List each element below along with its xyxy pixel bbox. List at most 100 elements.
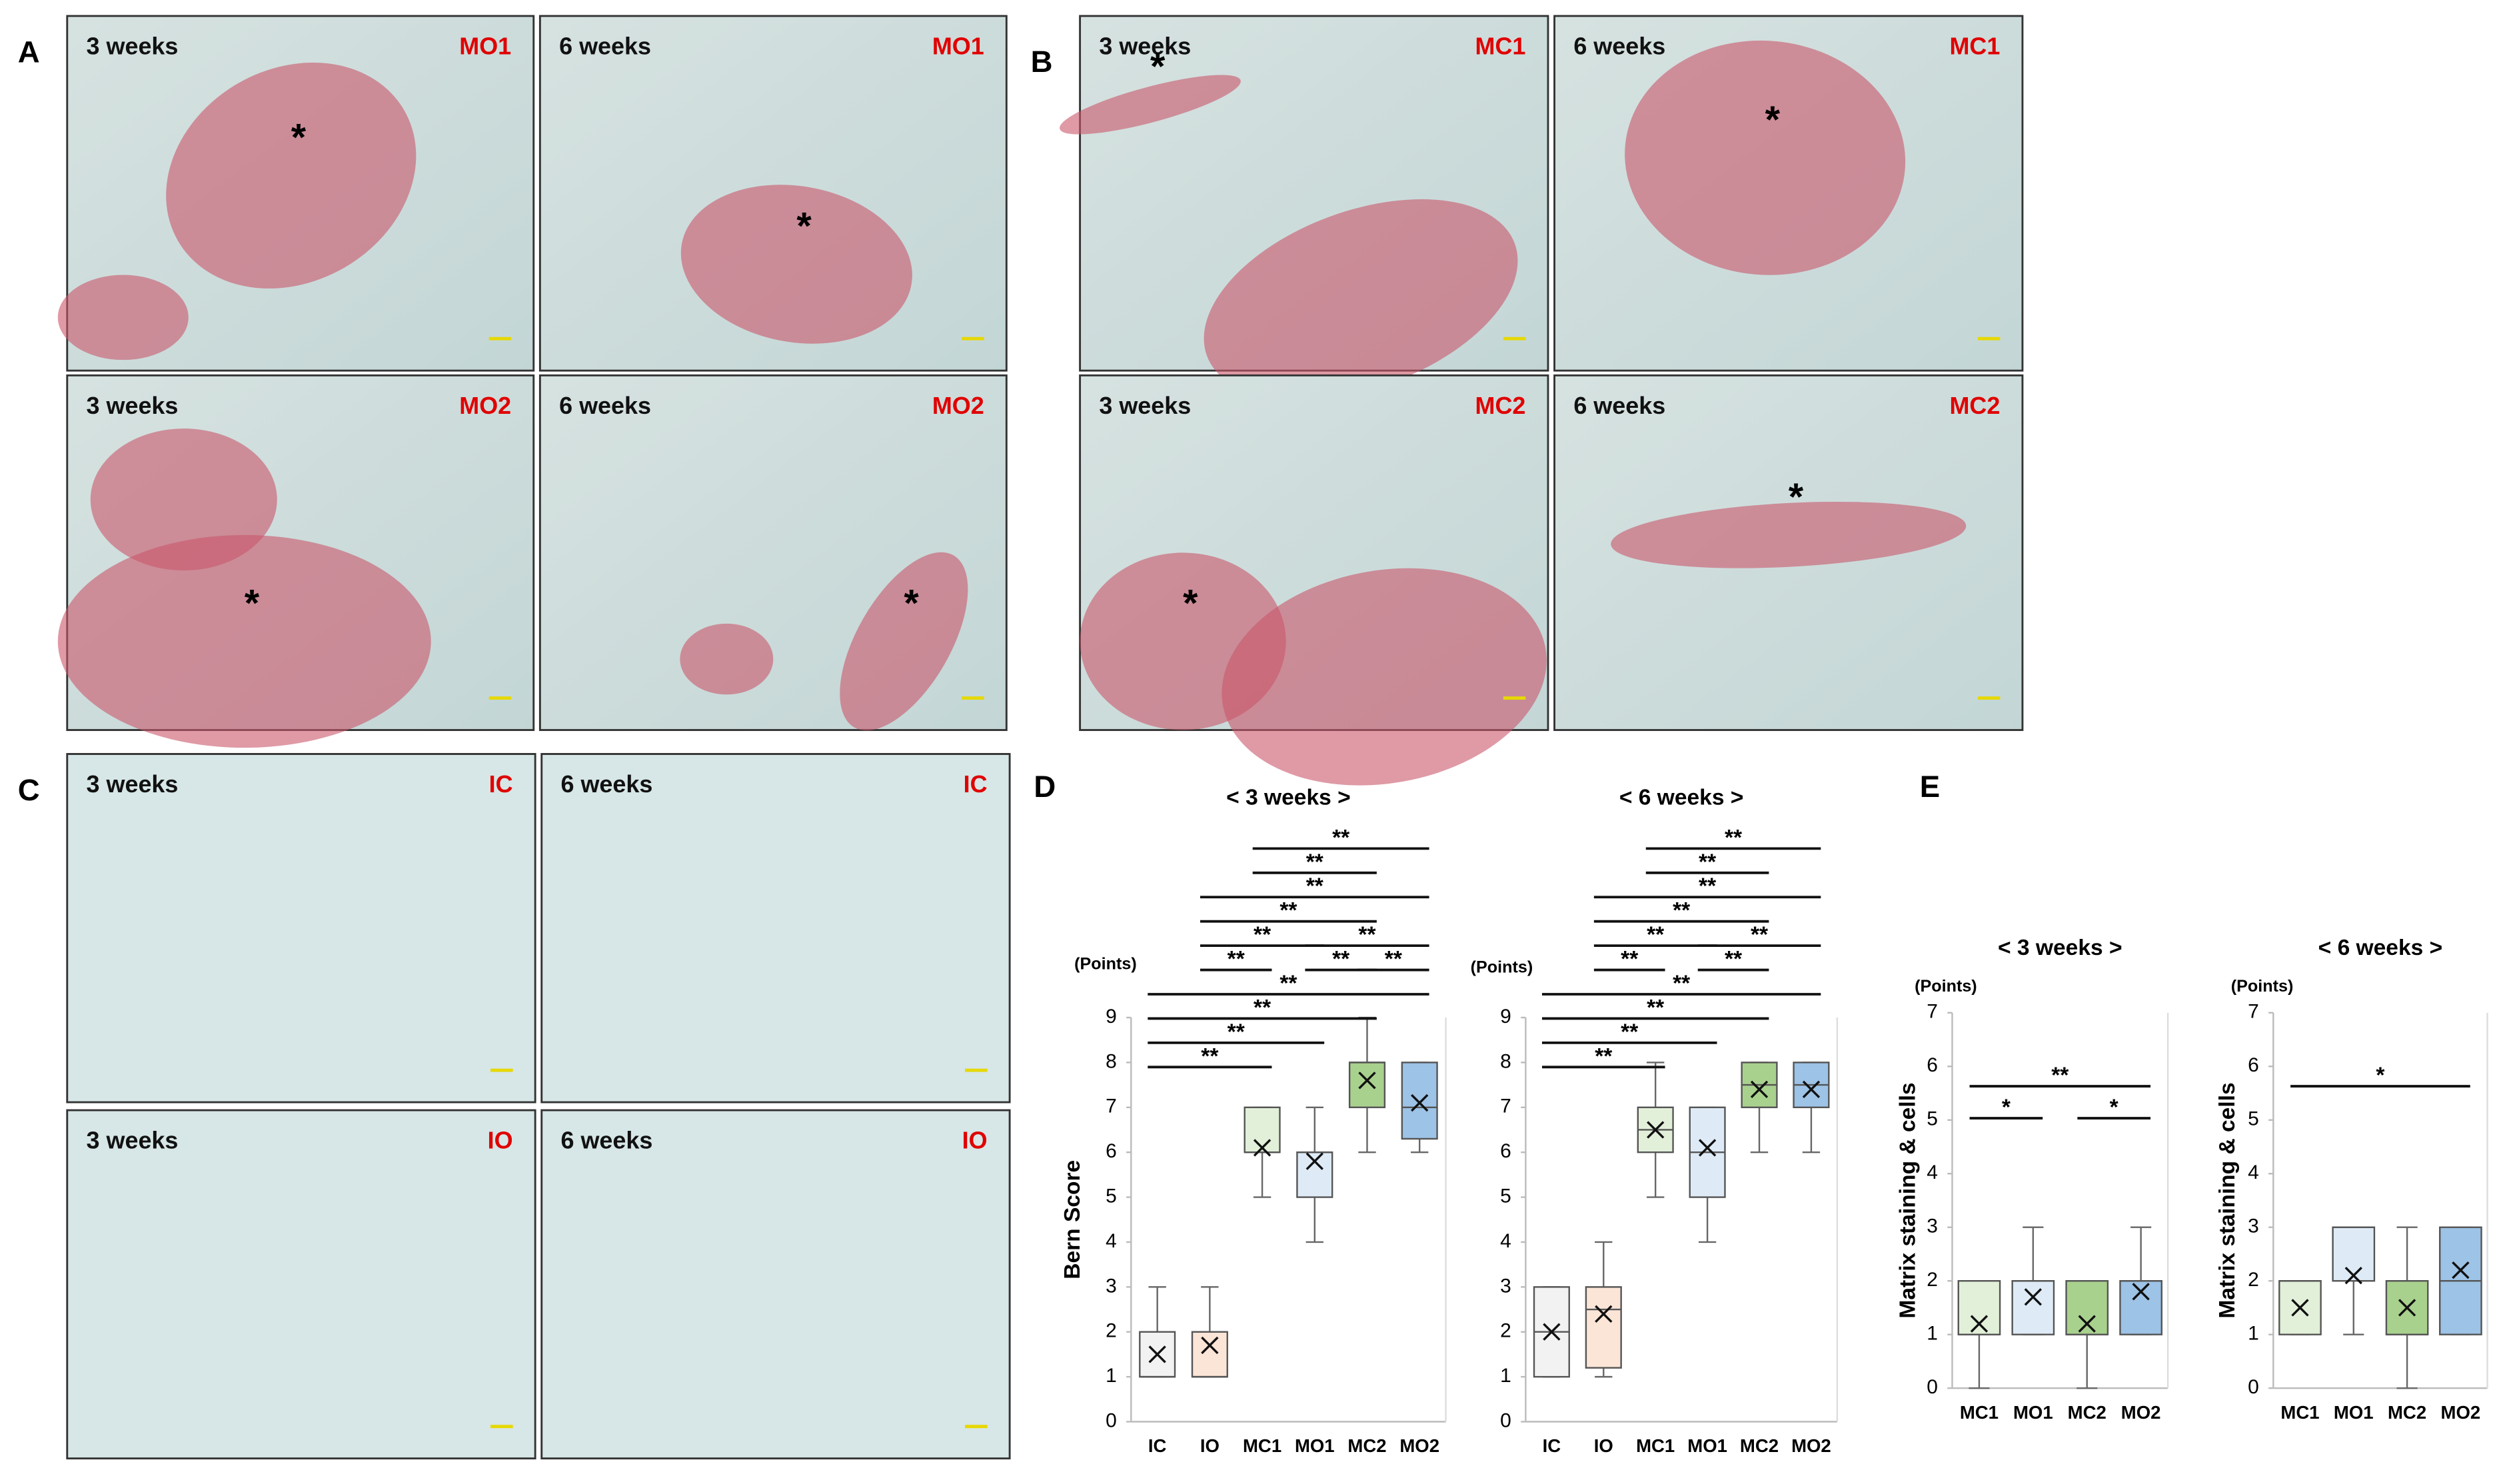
marker: * [245,582,260,624]
y-axis-label: Matrix staining & cells [1896,1082,1921,1318]
significance-label: ** [1201,1044,1219,1069]
y-tick-label: 6 [2248,1054,2259,1076]
stained-region [90,428,277,571]
stained-region [680,185,912,344]
mean-marker [2024,1288,2043,1306]
mean-marker [1201,1336,1219,1355]
significance-label: ** [1385,947,1403,972]
histology-image [66,753,536,1104]
box [2332,1226,2376,1282]
significance-label: ** [1699,874,1717,899]
x-tick-label: MC1 [1636,1435,1675,1456]
x-tick-label: MO2 [1399,1435,1439,1456]
y-tick-label: 3 [1106,1275,1117,1297]
y-tick-label: 5 [2248,1108,2259,1130]
y-tick-label: 4 [1927,1161,1938,1183]
mean-marker [1543,1323,1561,1341]
y-tick-label: 7 [1927,1001,1938,1023]
significance-label: ** [1228,947,1246,972]
x-tick-label: MC2 [1740,1435,1779,1456]
significance-label: ** [1647,923,1665,948]
mean-marker [2344,1266,2362,1285]
group-label: IO [962,1126,988,1153]
box [1585,1286,1622,1369]
significance-label: ** [1253,996,1271,1020]
significance-label: ** [1621,1020,1639,1044]
x-tick-label: MO2 [1791,1435,1831,1456]
time-label: 6 weeks [561,770,653,798]
mean-marker [2078,1315,2096,1333]
mean-marker [1750,1080,1769,1099]
significance-label: ** [1279,898,1297,923]
stained-region [166,62,417,289]
mean-marker [2398,1299,2416,1317]
y-tick-label: 7 [1106,1096,1117,1117]
x-tick-label: MO1 [2013,1402,2053,1423]
group-label: MO2 [459,392,511,419]
y-unit: (Points) [1471,958,1533,976]
stained-region [1204,199,1518,400]
significance-label: ** [1699,850,1717,874]
significance-label: * [2002,1096,2011,1120]
y-tick-label: 2 [1927,1269,1938,1291]
marker: * [796,205,812,247]
y-tick-label: 7 [1500,1096,1511,1117]
mean-marker [1305,1152,1323,1170]
y-tick-label: 1 [1500,1365,1511,1387]
y-tick-label: 2 [1500,1320,1511,1342]
group-label: MC1 [1949,32,2000,59]
significance-label: ** [2051,1064,2069,1088]
mean-marker [2291,1299,2309,1317]
stained-region [57,534,431,748]
significance-label: * [2110,1096,2119,1120]
chart-title: < 3 weeks > [1226,785,1351,810]
mean-marker [1647,1121,1665,1139]
marker: * [1183,582,1198,624]
significance-label: * [2376,1064,2385,1088]
stained-region [840,552,968,731]
time-label: 3 weeks [87,392,179,419]
y-unit: (Points) [1915,977,1977,996]
chart-title: < 6 weeks > [1619,785,1744,810]
y-tick-label: 2 [1106,1320,1117,1342]
chart-title: < 3 weeks > [1998,936,2122,960]
significance-label: ** [1751,923,1769,948]
time-label: 3 weeks [87,32,179,59]
group-label: MO2 [932,392,984,419]
box [1957,1280,2001,1335]
x-tick-label: MC1 [1243,1435,1281,1456]
significance-label: ** [1332,947,1350,972]
y-tick-label: 4 [2248,1161,2259,1183]
x-tick-label: MO1 [1687,1435,1727,1456]
mean-marker [1970,1315,1989,1333]
x-tick-label: MC1 [1960,1402,1999,1423]
stained-region [1222,568,1547,786]
significance-label: ** [1673,971,1691,996]
stained-region [1060,75,1241,135]
panel-letter: B [1031,45,1053,79]
y-tick-label: 3 [2248,1215,2259,1237]
group-label: MC2 [1949,392,2000,419]
significance-label: ** [1725,947,1743,972]
group-label: MC1 [1475,32,1526,59]
x-tick-label: MO1 [2334,1402,2374,1423]
mean-marker [1411,1094,1429,1112]
y-tick-label: 1 [1927,1323,1938,1345]
y-unit: (Points) [2231,977,2294,996]
group-label: MO1 [459,32,511,59]
significance-label: ** [1647,996,1665,1020]
histology-image [540,753,1011,1104]
box [2011,1280,2055,1335]
y-axis-label: Bern Score [1060,1160,1085,1279]
significance-label: ** [1673,898,1691,923]
box [1244,1106,1281,1153]
panel-letter: D [1034,770,1056,804]
mean-marker [1802,1080,1821,1099]
group-label: MO1 [932,32,984,59]
stained-region [680,623,774,695]
time-label: 6 weeks [559,392,651,419]
stained-region [1611,501,1967,568]
y-tick-label: 0 [1927,1376,1938,1398]
significance-label: ** [1595,1044,1613,1069]
